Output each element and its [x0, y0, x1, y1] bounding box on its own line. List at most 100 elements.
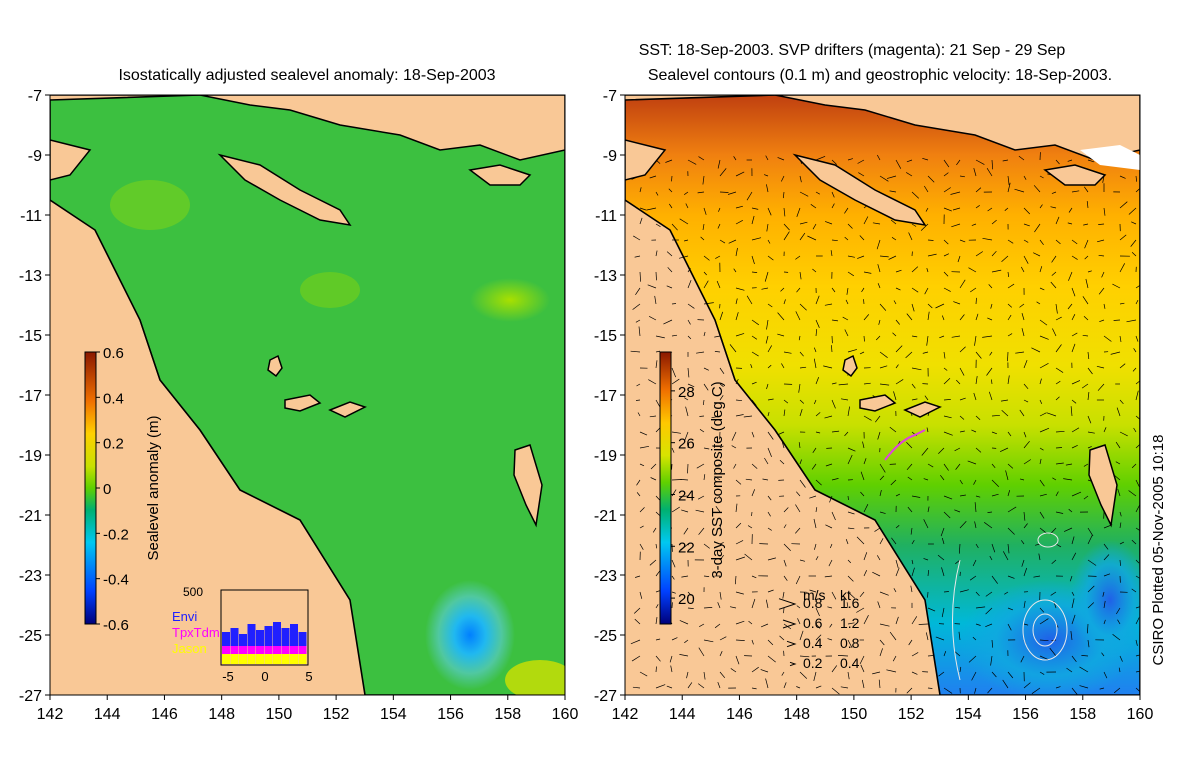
velocity-vector — [1115, 441, 1121, 449]
velocity-vector — [971, 429, 977, 433]
velocity-vector — [1069, 575, 1073, 582]
velocity-vector — [941, 537, 945, 545]
velocity-vector — [967, 460, 977, 465]
velocity-vector — [1119, 234, 1127, 241]
velocity-vector — [908, 232, 913, 241]
velocity-vector — [1001, 410, 1009, 417]
velocity-vector — [1071, 380, 1081, 385]
velocity-vector — [950, 191, 961, 195]
velocity-vector — [733, 268, 737, 273]
velocity-vector — [715, 505, 721, 513]
inset-bar — [264, 646, 273, 654]
velocity-vector — [972, 636, 977, 641]
velocity-vector — [1055, 159, 1060, 165]
velocity-vector — [796, 605, 801, 609]
velocity-vector — [895, 559, 899, 568]
velocity-vector — [686, 671, 689, 679]
velocity-vector — [1051, 271, 1057, 276]
velocity-vector — [1004, 591, 1009, 595]
velocity-vector — [751, 666, 759, 673]
velocity-vector — [989, 351, 993, 356]
velocity-vector — [811, 463, 817, 470]
inset-bar — [298, 632, 307, 646]
velocity-vector — [1007, 623, 1012, 631]
velocity-vector — [1039, 378, 1042, 385]
velocity-vector — [1055, 543, 1062, 548]
velocity-vector — [918, 623, 929, 625]
velocity-vector — [921, 447, 929, 456]
velocity-vector — [911, 266, 919, 273]
velocity-vector — [716, 280, 721, 289]
velocity-vector — [1067, 303, 1073, 310]
velocity-vector — [1023, 459, 1031, 465]
velocity-vector — [824, 575, 833, 578]
x-tick-label: 152 — [323, 706, 350, 723]
velocity-vector — [1002, 159, 1009, 162]
velocity-vector — [879, 175, 889, 182]
velocity-vector — [1119, 511, 1122, 517]
velocity-vector — [1046, 412, 1057, 417]
inset-bar — [230, 654, 239, 664]
velocity-vector — [735, 312, 739, 321]
velocity-vector — [679, 654, 689, 657]
velocity-vector — [683, 527, 689, 535]
velocity-vector — [1119, 655, 1123, 662]
velocity-vector — [927, 303, 933, 309]
velocity-vector — [795, 311, 801, 321]
velocity-vector — [815, 556, 819, 561]
velocity-vector — [895, 525, 900, 529]
inset-bars — [222, 622, 307, 664]
velocity-vector — [943, 271, 949, 277]
velocity-vector — [879, 490, 882, 497]
velocity-vector — [1034, 223, 1041, 233]
velocity-vector — [941, 315, 945, 321]
velocity-vector — [991, 493, 999, 497]
velocity-vector — [991, 414, 1000, 417]
velocity-vector — [893, 300, 897, 305]
velocity-vector — [905, 351, 913, 359]
velocity-vector — [856, 536, 865, 545]
velocity-vector — [1103, 335, 1112, 342]
sst-colorbar-label: 3-day SST composite (deg C) — [709, 381, 726, 578]
velocity-vector — [927, 570, 930, 577]
velocity-vector — [975, 159, 985, 165]
velocity-vector — [634, 255, 641, 258]
x-tick-label: 160 — [552, 706, 579, 723]
velocity-vector — [1039, 607, 1045, 613]
velocity-vector — [719, 445, 724, 449]
velocity-vector — [815, 155, 826, 161]
velocity-vector — [699, 623, 705, 628]
velocity-vector — [743, 415, 753, 418]
velocity-vector — [1039, 458, 1042, 465]
velocity-vector — [703, 331, 706, 337]
velocity-vector — [844, 236, 849, 241]
velocity-vector — [715, 255, 721, 259]
velocity-vector — [746, 295, 753, 305]
velocity-vector — [777, 333, 785, 337]
velocity-vector — [943, 431, 953, 436]
velocity-vector — [911, 398, 918, 401]
velocity-vector — [911, 287, 919, 293]
velocity-vector — [719, 651, 723, 657]
velocity-vector — [943, 239, 949, 245]
velocity-vector — [1002, 551, 1009, 561]
velocity-vector — [1023, 255, 1029, 264]
velocity-vector — [874, 527, 881, 532]
velocity-vector — [877, 264, 881, 273]
velocity-vector — [663, 319, 673, 325]
velocity-vector — [783, 507, 789, 513]
velocity-vector — [1051, 191, 1057, 194]
sst-panel: SST: 18-Sep-2003. SVP drifters (magenta)… — [594, 42, 1154, 723]
velocity-vector — [799, 399, 805, 404]
velocity-vector — [671, 223, 678, 231]
velocity-vector — [1067, 222, 1073, 225]
velocity-vector — [1031, 347, 1041, 353]
velocity-vector — [1039, 335, 1049, 340]
velocity-vector — [847, 223, 853, 229]
velocity-vector — [1007, 271, 1010, 278]
velocity-vector — [858, 172, 865, 177]
sst-colorbar-gradient — [659, 351, 672, 625]
inset-bar — [281, 628, 290, 646]
velocity-vector — [1019, 478, 1025, 481]
velocity-vector — [1071, 314, 1076, 321]
